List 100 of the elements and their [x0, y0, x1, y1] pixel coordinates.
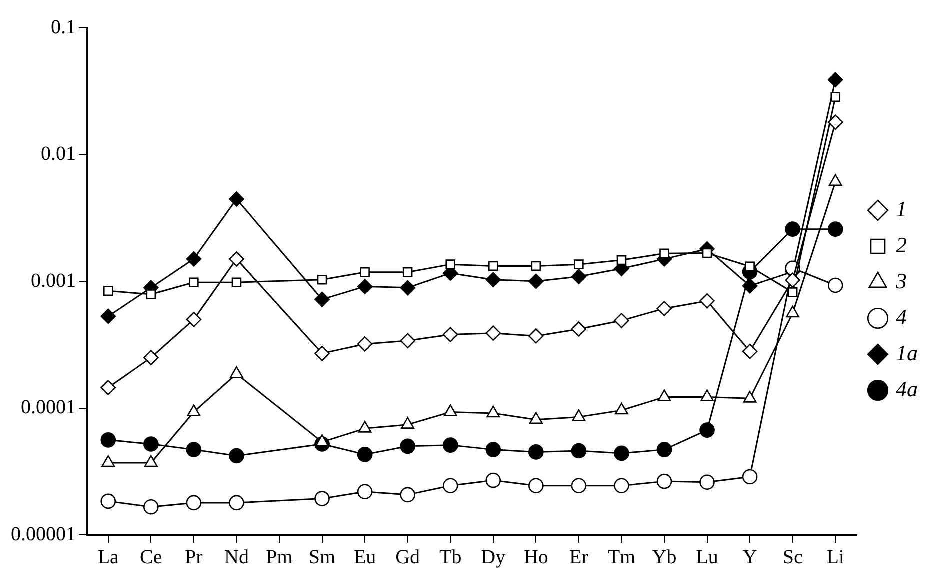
point — [656, 442, 672, 458]
point — [357, 336, 373, 352]
point — [400, 438, 416, 454]
point — [186, 252, 202, 267]
point — [317, 274, 328, 285]
point — [146, 290, 156, 300]
x-tick-label: Yb — [652, 546, 677, 568]
x-tick-label: Li — [826, 546, 845, 568]
point — [486, 442, 502, 458]
point — [229, 252, 244, 267]
point — [571, 322, 587, 337]
point — [660, 248, 670, 258]
x-tick-label: Ce — [140, 546, 162, 568]
point — [788, 288, 798, 298]
x-tick-label: Ho — [524, 546, 548, 568]
point — [700, 293, 715, 309]
legend-label: 4a — [896, 376, 918, 402]
point — [614, 313, 630, 328]
point — [785, 222, 800, 237]
point — [442, 478, 458, 494]
x-tick-label: Sc — [782, 546, 803, 568]
x-tick-label: Pr — [185, 546, 204, 568]
point — [314, 346, 330, 362]
point — [402, 267, 413, 278]
legend-label: 1a — [896, 340, 918, 366]
point — [400, 280, 416, 296]
y-tick-label: 0.1 — [51, 16, 76, 38]
point — [742, 278, 758, 294]
point — [574, 260, 584, 270]
point — [614, 478, 630, 494]
point — [614, 446, 630, 462]
x-tick-label: Tb — [440, 546, 462, 568]
point — [357, 279, 373, 294]
point — [357, 447, 373, 462]
x-tick-label: Eu — [354, 546, 376, 568]
point — [828, 222, 844, 237]
point — [616, 255, 627, 266]
y-tick-label: 0.01 — [41, 143, 76, 165]
x-tick-label: Pm — [266, 546, 294, 568]
x-tick-label: Y — [742, 546, 758, 568]
point — [528, 274, 544, 290]
point — [229, 495, 244, 511]
point — [360, 267, 370, 278]
point — [742, 469, 758, 485]
point — [442, 438, 458, 453]
point — [528, 444, 544, 460]
point — [745, 262, 755, 272]
x-tick-label: Nd — [224, 546, 249, 568]
x-tick-label: Gd — [396, 546, 420, 568]
y-tick-label: 0.0001 — [21, 396, 76, 418]
point — [828, 72, 844, 88]
point — [229, 192, 244, 207]
x-tick-label: La — [98, 546, 120, 568]
legend-label: 1 — [896, 196, 907, 222]
point — [486, 272, 502, 288]
point — [144, 499, 159, 515]
x-tick-label: Er — [570, 546, 589, 568]
point — [100, 494, 116, 510]
point — [186, 442, 202, 458]
y-tick-label: 0.00001 — [11, 523, 76, 546]
point — [357, 484, 373, 500]
x-tick-label: Lu — [696, 546, 718, 568]
point — [103, 286, 114, 296]
point — [571, 478, 587, 494]
point — [442, 327, 458, 342]
point — [571, 269, 587, 284]
point — [486, 472, 502, 488]
point — [144, 350, 159, 366]
point — [186, 312, 202, 328]
point — [656, 474, 672, 490]
point — [700, 422, 715, 438]
x-tick-label: Dy — [481, 546, 506, 568]
point — [700, 474, 715, 490]
point — [400, 333, 416, 349]
point — [314, 292, 330, 308]
point — [828, 278, 844, 294]
point — [488, 261, 498, 272]
point — [229, 448, 244, 464]
point — [186, 495, 202, 511]
legend-label: 3 — [895, 268, 907, 294]
point — [400, 487, 416, 503]
y-tick-label: 0.001 — [31, 270, 76, 292]
point — [100, 432, 116, 448]
point — [528, 328, 544, 344]
point — [144, 436, 159, 452]
x-tick-label: Sm — [308, 546, 336, 568]
legend-label: 4 — [896, 304, 907, 330]
point — [742, 344, 758, 360]
point — [571, 443, 587, 459]
point — [446, 260, 456, 270]
point — [189, 278, 199, 288]
point — [702, 248, 712, 258]
point — [100, 308, 116, 324]
point — [656, 301, 672, 316]
legend-label: 2 — [896, 232, 907, 258]
x-tick-label: Tm — [608, 546, 636, 568]
point — [232, 278, 242, 288]
point — [830, 92, 841, 102]
point — [828, 114, 844, 130]
point — [531, 261, 542, 272]
